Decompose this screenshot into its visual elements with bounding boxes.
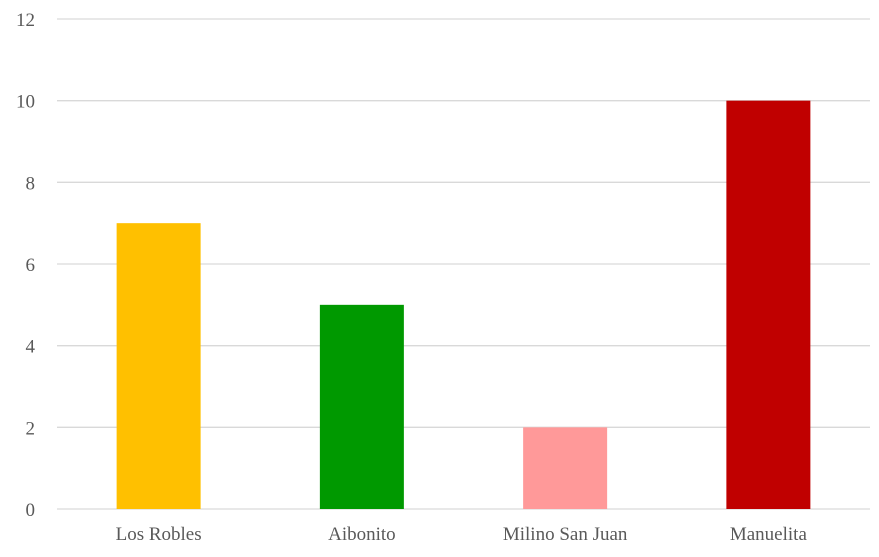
y-tick-label: 2 [26,418,36,439]
x-axis-tick-labels: Los Robles Aibonito Milino San Juan Manueli… [116,524,808,545]
x-tick-label: Manuelita [730,524,808,545]
y-tick-label: 4 [26,337,36,358]
bar-milino-san-juan [523,427,607,509]
y-tick-label: 12 [16,10,35,31]
y-tick-label: 6 [26,255,36,276]
x-tick-label: Aibonito [328,524,396,545]
bar-aibonito [320,305,404,509]
y-tick-label: 8 [26,173,36,194]
x-tick-label: Milino San Juan [503,524,628,545]
x-tick-label: Los Robles [116,524,202,545]
y-tick-label: 0 [26,500,36,521]
bar-los-robles [117,223,201,509]
bar-manuelita [726,101,810,509]
bars [117,101,811,509]
y-axis-tick-labels: 0 2 4 6 8 10 12 [16,10,36,521]
y-tick-label: 10 [16,92,35,113]
